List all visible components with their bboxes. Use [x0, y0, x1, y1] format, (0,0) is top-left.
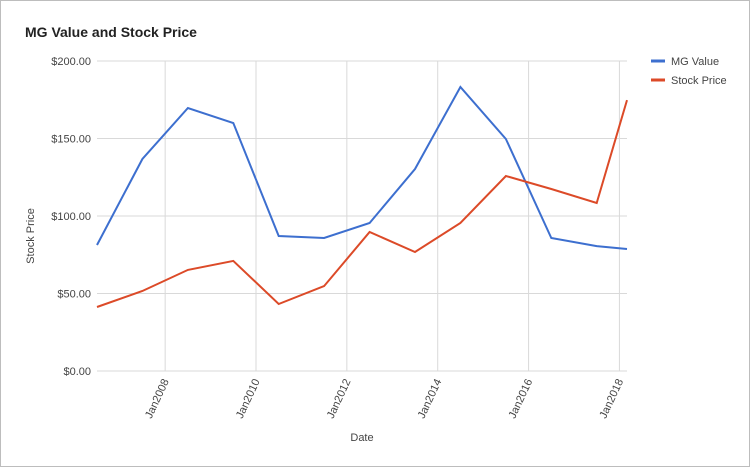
y-tick-label: $200.00: [51, 56, 91, 68]
y-tick-label: $0.00: [63, 366, 91, 378]
x-axis-label: Date: [350, 432, 373, 444]
series-line: [96, 85, 628, 250]
chart-title: MG Value and Stock Price: [25, 24, 197, 40]
y-tick-label: $100.00: [51, 211, 91, 223]
y-tick-label: $150.00: [51, 134, 91, 146]
legend-label: Stock Price: [671, 75, 727, 87]
series-line: [96, 99, 628, 308]
legend-label: MG Value: [671, 56, 719, 68]
y-tick-label: $50.00: [57, 289, 91, 301]
y-axis-label: Stock Price: [25, 208, 37, 264]
